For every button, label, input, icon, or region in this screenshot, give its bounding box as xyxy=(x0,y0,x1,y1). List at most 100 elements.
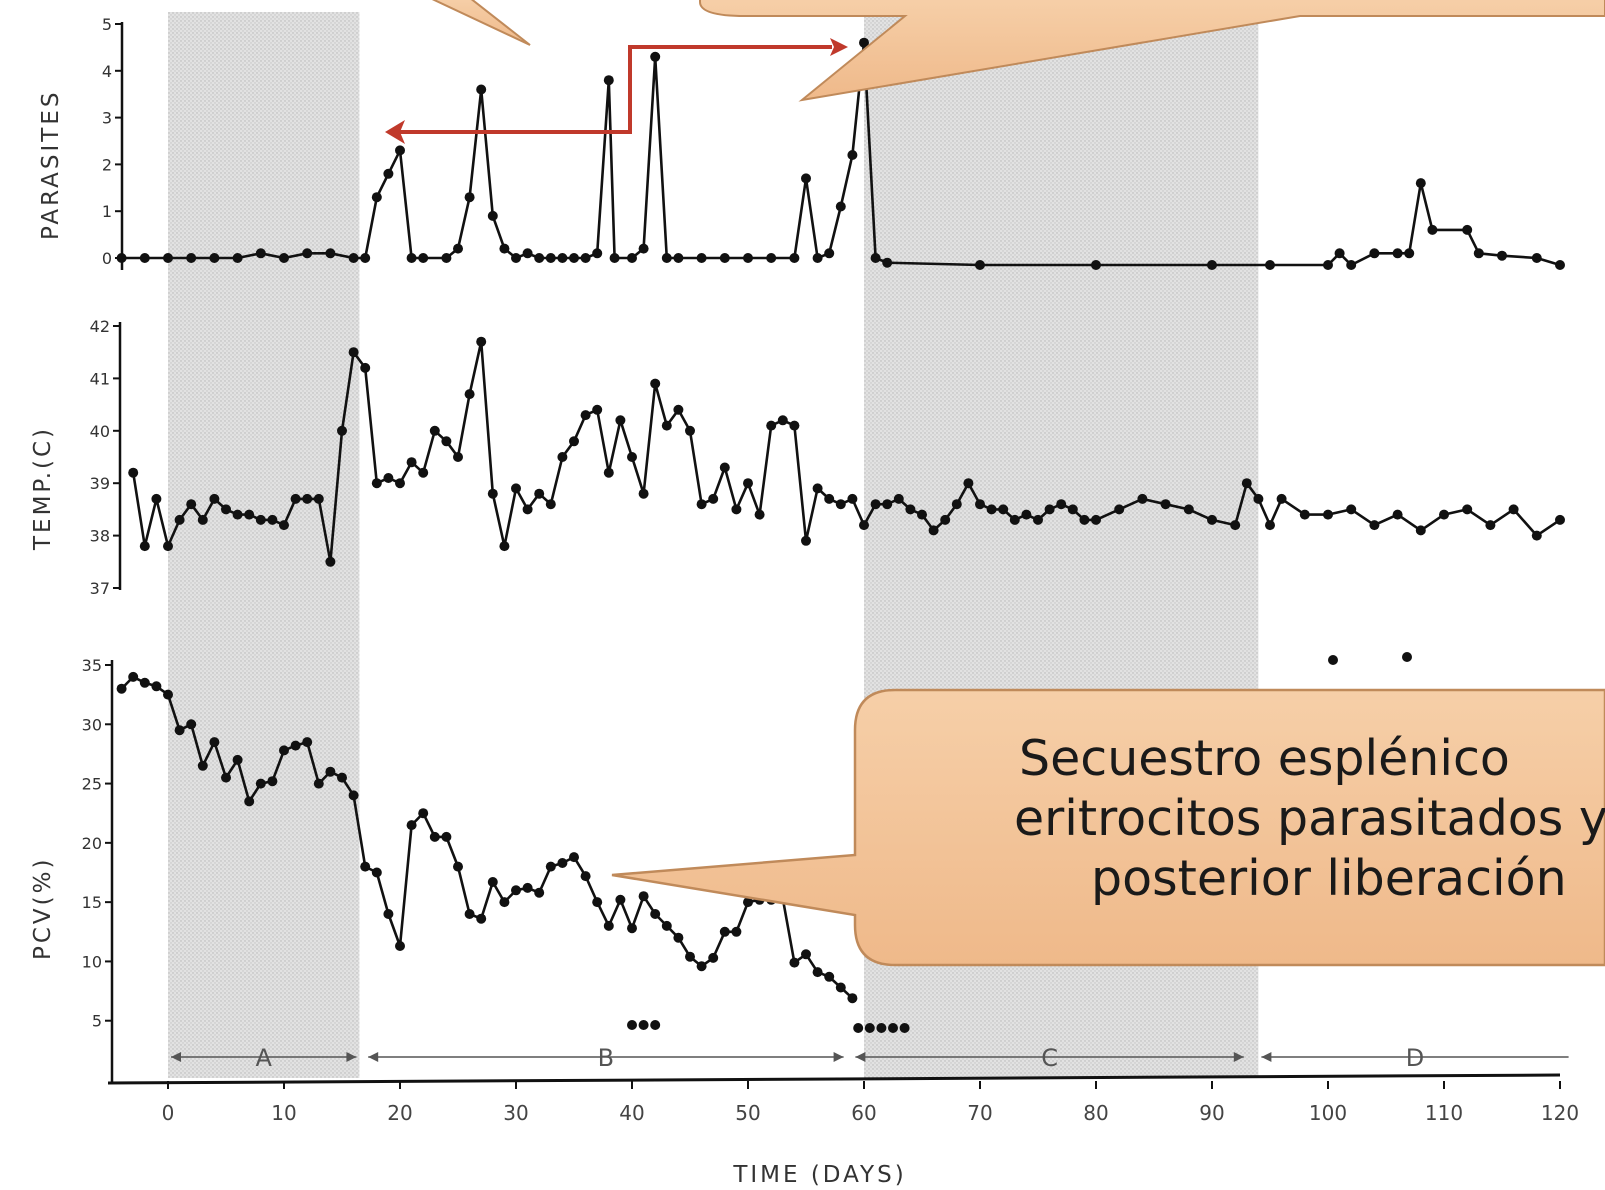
data-point xyxy=(511,483,521,494)
data-point xyxy=(522,248,533,259)
x-tick-label: 90 xyxy=(1199,1101,1224,1125)
data-point xyxy=(383,473,394,483)
red-arrowhead-left xyxy=(385,120,405,144)
data-point xyxy=(1415,525,1426,536)
data-point xyxy=(476,913,487,924)
x-tick-label: 40 xyxy=(619,1101,644,1125)
data-point xyxy=(545,253,556,263)
segment-label: D xyxy=(1406,1044,1424,1072)
data-point xyxy=(116,253,127,263)
segment-arrowhead xyxy=(171,1052,181,1062)
data-point xyxy=(186,253,197,263)
data-point xyxy=(406,457,417,468)
y-tick-label: 42 xyxy=(90,317,110,336)
data-point xyxy=(279,520,289,531)
data-point xyxy=(511,885,521,896)
data-point xyxy=(232,754,243,765)
data-point xyxy=(812,483,823,494)
data-point xyxy=(371,867,382,878)
data-point xyxy=(685,425,695,436)
data-point xyxy=(592,897,603,908)
data-point xyxy=(1067,504,1078,515)
y-tick-label: 30 xyxy=(82,715,102,734)
data-point xyxy=(545,861,556,872)
callout-text-line: Secuestro esplénico xyxy=(1019,730,1510,787)
data-point xyxy=(569,253,579,263)
data-point xyxy=(267,514,278,525)
data-point xyxy=(255,778,266,789)
data-point xyxy=(395,478,405,489)
data-point xyxy=(824,493,835,504)
data-point xyxy=(1404,248,1415,259)
data-point xyxy=(708,493,719,504)
data-point xyxy=(719,253,730,263)
data-point xyxy=(1056,499,1067,510)
data-point xyxy=(801,173,811,184)
data-point xyxy=(1369,248,1380,259)
data-point xyxy=(870,499,881,510)
axes: 0 1 2 3 4 5 37 38 39 40 41 42 5 10 15 20 25 30 35 0 10 20 30 40… xyxy=(82,15,1579,1125)
data-point xyxy=(302,493,313,504)
x-tick-label: 20 xyxy=(387,1101,412,1125)
data-point xyxy=(174,725,185,736)
data-point xyxy=(128,671,139,682)
x-tick-label: 80 xyxy=(1083,1101,1108,1125)
segment-label: B xyxy=(598,1044,614,1072)
data-point xyxy=(1265,520,1275,531)
data-point xyxy=(337,425,347,436)
data-point xyxy=(743,897,753,908)
treatment-marker xyxy=(638,1020,649,1030)
data-point xyxy=(395,941,405,951)
data-point xyxy=(1033,514,1043,525)
data-point xyxy=(986,504,997,515)
data-point xyxy=(1207,260,1217,270)
treatment-marker xyxy=(853,1023,864,1033)
data-point xyxy=(580,410,591,421)
data-point xyxy=(615,894,626,905)
data-point xyxy=(1462,224,1473,235)
data-point xyxy=(371,192,382,203)
y-tick-label: 2 xyxy=(102,155,112,174)
data-point xyxy=(754,509,765,520)
data-point xyxy=(1241,478,1252,489)
data-point xyxy=(1137,493,1148,504)
data-point xyxy=(534,887,545,898)
data-point xyxy=(406,253,417,263)
data-point xyxy=(882,257,893,268)
data-point xyxy=(348,253,359,263)
data-point xyxy=(476,84,487,95)
x-tick-label: 50 xyxy=(735,1101,760,1125)
data-point xyxy=(638,243,649,254)
segment-arrowhead xyxy=(833,1052,844,1062)
data-point xyxy=(325,556,336,567)
data-point xyxy=(1402,652,1412,662)
data-point xyxy=(1328,655,1338,665)
data-point xyxy=(1555,514,1565,525)
data-point xyxy=(951,499,962,510)
data-point xyxy=(696,961,707,972)
data-point xyxy=(603,75,614,86)
annotations: A B C D xyxy=(171,38,1569,1072)
data-point xyxy=(163,541,173,552)
data-point xyxy=(650,378,661,389)
segment-arrowhead xyxy=(346,1052,357,1062)
segment-arrowhead xyxy=(368,1052,379,1062)
data-point xyxy=(1392,248,1403,259)
data-point xyxy=(325,766,336,777)
data-point xyxy=(1253,493,1264,504)
data-point xyxy=(348,790,359,801)
x-tick-label: 10 xyxy=(271,1101,296,1125)
callout-top-left xyxy=(431,0,531,46)
data-point xyxy=(847,493,858,504)
data-point xyxy=(128,467,139,478)
data-point xyxy=(360,861,371,872)
data-point xyxy=(696,253,707,263)
data-point xyxy=(464,389,475,400)
data-point xyxy=(777,415,788,426)
y-tick-label: 0 xyxy=(102,249,112,268)
data-point xyxy=(534,488,545,499)
data-point xyxy=(267,776,278,787)
data-point xyxy=(1183,504,1194,515)
data-point xyxy=(186,499,197,510)
data-point xyxy=(1392,509,1403,520)
